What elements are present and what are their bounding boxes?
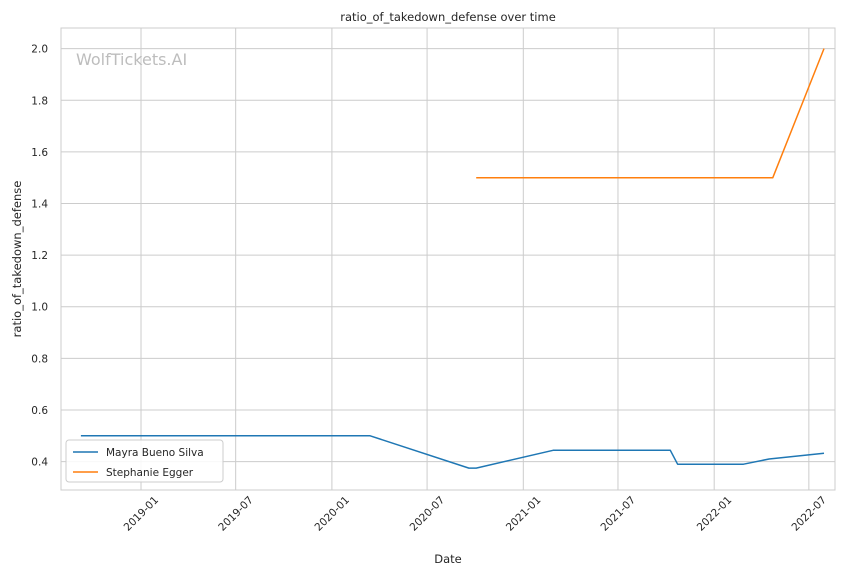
legend-label-stephanie-egger: Stephanie Egger	[106, 467, 194, 479]
series-line-stephanie-egger	[476, 48, 825, 179]
legend: Mayra Bueno Silva Stephanie Egger	[65, 439, 224, 483]
x-tick-label: 2019-01	[122, 494, 162, 534]
x-axis-label: Date	[434, 552, 462, 566]
y-tick-label: 1.8	[31, 95, 48, 107]
y-tick-label: 1.4	[31, 199, 48, 211]
chart-title: ratio_of_takedown_defense over time	[340, 10, 556, 24]
watermark-text: WolfTickets.AI	[76, 50, 187, 69]
x-tick-label: 2021-01	[504, 494, 544, 534]
x-tick-label: 2022-07	[789, 494, 829, 534]
legend-box	[65, 439, 224, 483]
x-tick-label: 2020-07	[408, 494, 448, 534]
plot-frame	[60, 27, 836, 491]
y-tick-label: 1.6	[31, 147, 48, 159]
y-tick-label: 1.2	[31, 250, 48, 262]
y-tick-label: 0.6	[31, 405, 48, 417]
series-line-mayra-bueno-silva	[80, 435, 825, 469]
legend-label-mayra-bueno-silva: Mayra Bueno Silva	[106, 447, 204, 459]
y-tick-label: 0.8	[31, 353, 48, 365]
y-tick-label: 0.4	[31, 457, 48, 469]
series-lines	[80, 48, 825, 469]
x-tick-label: 2022-01	[695, 494, 735, 534]
x-tick-label: 2020-01	[313, 494, 353, 534]
y-tick-label: 2.0	[31, 44, 48, 56]
y-tick-label: 1.0	[31, 302, 48, 314]
x-tick-label: 2021-07	[599, 494, 639, 534]
y-axis-label: ratio_of_takedown_defense	[10, 181, 24, 338]
x-tick-label: 2019-07	[216, 494, 256, 534]
grid-lines	[61, 28, 835, 490]
